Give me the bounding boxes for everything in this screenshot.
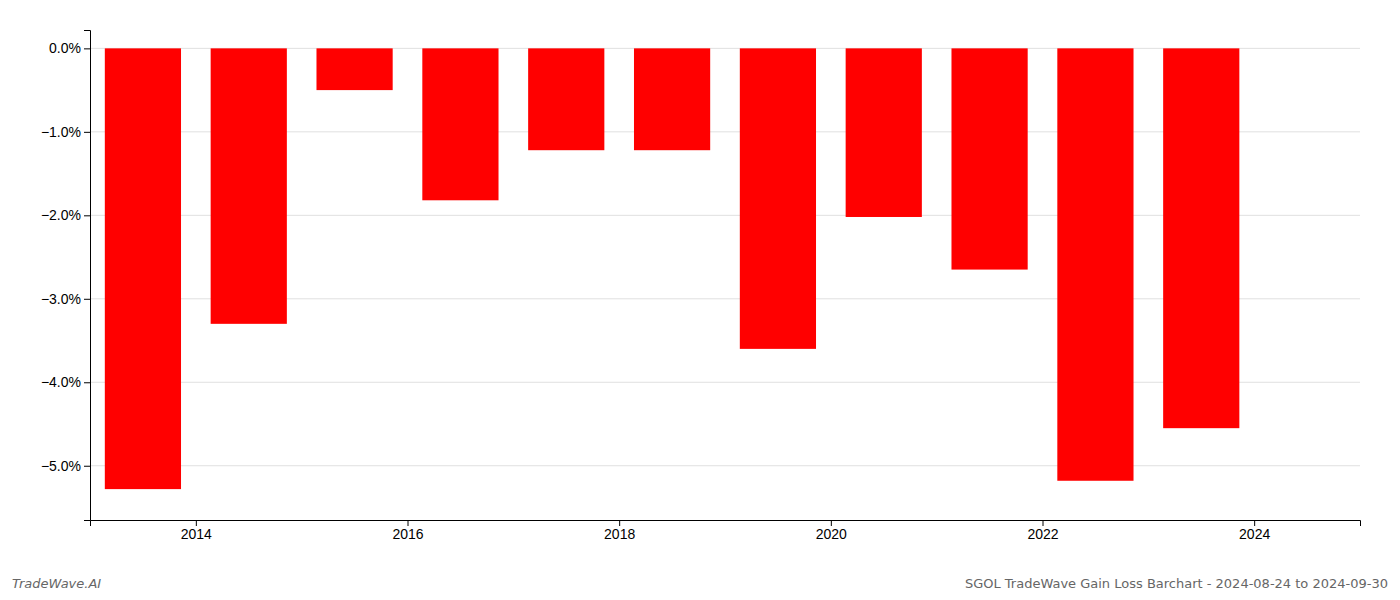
x-tick-label: 2016 [392, 526, 423, 542]
x-tick-label: 2018 [604, 526, 635, 542]
y-tick: −4.0% [41, 374, 90, 390]
chart: 0.0%−1.0%−2.0%−3.0%−4.0%−5.0%20142016201… [0, 0, 1400, 600]
x-tick: 2014 [181, 520, 212, 542]
y-tick-mark [84, 299, 90, 300]
bar [316, 48, 392, 90]
plot: 0.0%−1.0%−2.0%−3.0%−4.0%−5.0%20142016201… [41, 31, 1361, 542]
bar [740, 48, 816, 349]
y-tick-label: −5.0% [41, 458, 81, 474]
x-axis-line [91, 521, 1361, 527]
x-tick-label: 2014 [181, 526, 212, 542]
y-tick-mark [84, 382, 90, 383]
y-tick-label: 0.0% [49, 40, 81, 56]
y-tick-mark [84, 132, 90, 133]
x-tick-label: 2022 [1027, 526, 1058, 542]
bar [1057, 48, 1133, 480]
y-tick-label: −2.0% [41, 207, 81, 223]
grid [90, 48, 1360, 465]
footer-note: SGOL TradeWave Gain Loss Barchart - 2024… [965, 576, 1388, 591]
x-tick: 2022 [1027, 520, 1058, 542]
bar [211, 48, 287, 323]
y-axis: 0.0% −1.0% −2.0% −3.0% −4.0% −5.0% [41, 31, 91, 521]
y-tick: −3.0% [41, 291, 90, 307]
x-tick: 2016 [392, 520, 423, 542]
bar [422, 48, 498, 200]
y-tick-label: −1.0% [41, 124, 81, 140]
y-tick: −2.0% [41, 207, 90, 223]
bar [846, 48, 922, 217]
y-tick: 0.0% [49, 40, 90, 56]
y-tick-label: −4.0% [41, 374, 81, 390]
y-tick-mark [84, 215, 90, 216]
x-axis: 2014 2016 2018 2020 2022 2024 [91, 520, 1361, 542]
bar [951, 48, 1027, 269]
grid-line [90, 465, 1360, 466]
y-tick-mark [84, 48, 90, 49]
x-tick: 2024 [1239, 520, 1270, 542]
bar [105, 48, 181, 489]
x-tick: 2018 [604, 520, 635, 542]
y-tick-label: −3.0% [41, 291, 81, 307]
x-tick-label: 2020 [816, 526, 847, 542]
y-tick: −5.0% [41, 458, 90, 474]
footer-note: TradeWave.AI [12, 576, 101, 591]
bar [528, 48, 604, 150]
y-tick: −1.0% [41, 124, 90, 140]
y-axis-line [84, 31, 91, 521]
x-tick-label: 2024 [1239, 526, 1270, 542]
bars [105, 48, 1240, 489]
y-tick-mark [84, 466, 90, 467]
bar [1163, 48, 1239, 428]
bar [634, 48, 710, 150]
x-tick: 2020 [816, 520, 847, 542]
